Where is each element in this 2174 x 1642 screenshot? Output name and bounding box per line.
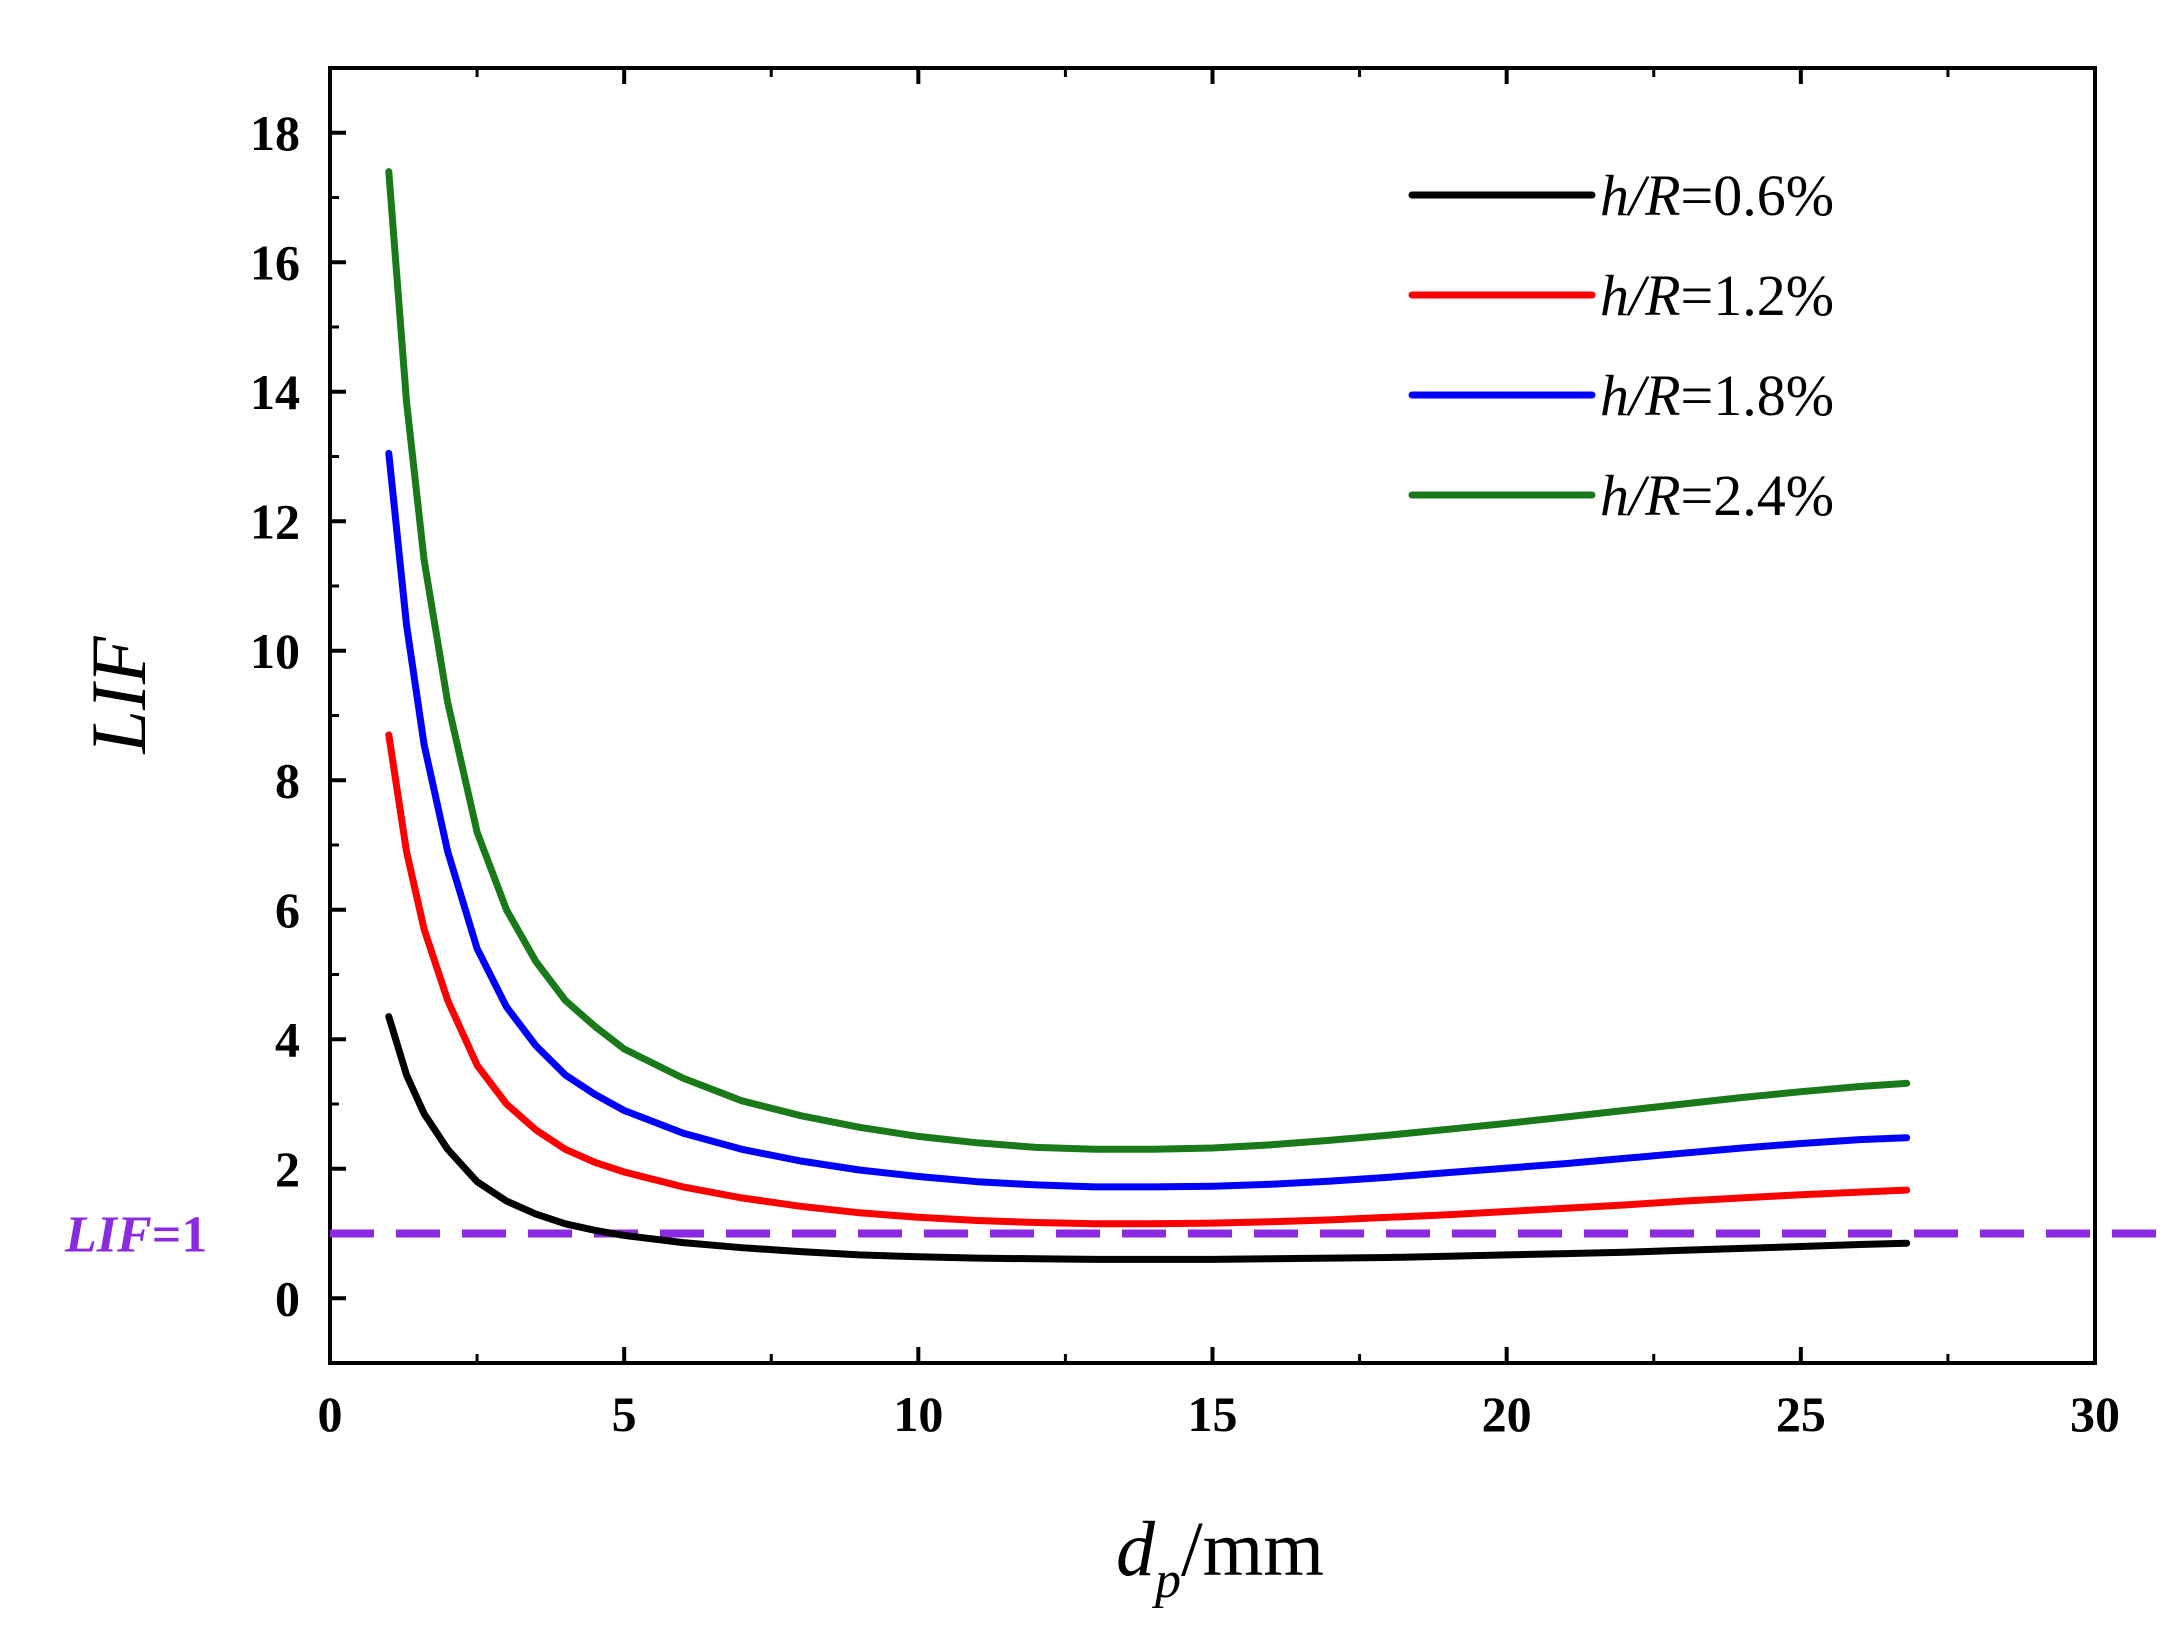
x-axis-title-subscript: p [1151,1552,1181,1609]
x-tick-label: 0 [318,1386,343,1442]
y-tick-label: 18 [250,105,300,161]
x-tick-label: 30 [2070,1386,2120,1442]
legend-label-rest: =1.8% [1681,363,1835,428]
y-tick-label: 10 [250,623,300,679]
legend: h/R=0.6%h/R=1.2%h/R=1.8%h/R=2.4% [1408,163,1834,528]
legend-label-italic: h/R [1600,363,1681,428]
series-group [385,168,1911,1263]
series-line-1 [385,731,1911,1228]
legend-label-1: h/R=1.2% [1600,263,1834,328]
reference-line-label-rest: =1 [152,1207,208,1264]
x-tick-label: 20 [1482,1386,1532,1442]
x-tick-label: 5 [612,1386,637,1442]
reference-line-label: LIF=1 [64,1207,207,1264]
series-line-0 [385,1013,1911,1263]
y-tick-label: 14 [250,364,300,420]
legend-label-italic: h/R [1600,163,1681,228]
legend-label-rest: =1.2% [1681,263,1835,328]
x-axis-title-unit: /mm [1181,1505,1324,1592]
legend-label-3: h/R=2.4% [1600,463,1834,528]
y-axis-title: LIF [75,635,162,754]
series-line-3 [385,168,1911,1153]
x-tick-label: 10 [893,1386,943,1442]
x-tick-label: 25 [1776,1386,1826,1442]
legend-label-italic: h/R [1600,263,1681,328]
legend-label-italic: h/R [1600,463,1681,528]
legend-label-rest: =2.4% [1681,463,1835,528]
reference-line-label-italic: LIF [64,1207,152,1264]
x-axis-title: dp/mm [1116,1505,1324,1609]
legend-label-rest: =0.6% [1681,163,1835,228]
y-tick-label: 4 [275,1011,300,1067]
y-tick-label: 6 [275,882,300,938]
reference-line-group: LIF=1 [64,1207,2174,1264]
series-line-2 [385,449,1911,1191]
x-axis-title-main: d [1116,1505,1156,1592]
legend-label-2: h/R=1.8% [1600,363,1834,428]
legend-label-0: h/R=0.6% [1600,163,1834,228]
y-tick-label: 12 [250,493,300,549]
y-tick-label: 8 [275,752,300,808]
axis-ticks: 0 5 10 15 20 25 30 0 2 4 6 8 10 12 14 16 18 [250,68,2120,1442]
y-tick-label: 0 [275,1270,300,1326]
y-tick-label: 16 [250,234,300,290]
x-tick-label: 15 [1188,1386,1238,1442]
y-tick-label: 2 [275,1141,300,1197]
axis-titles: LIF dp/mm [75,635,1324,1609]
